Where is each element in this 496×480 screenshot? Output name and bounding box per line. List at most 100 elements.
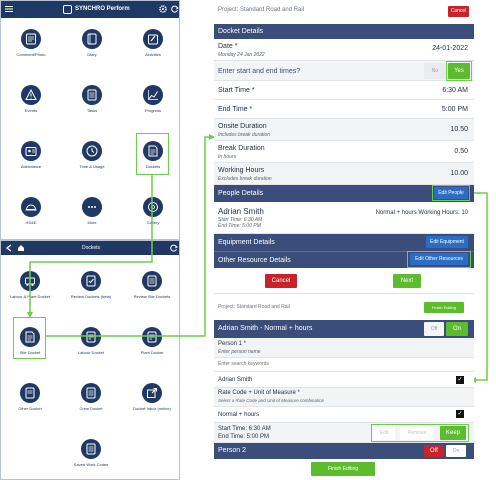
rate-option-label: Normal + hours (218, 412, 260, 418)
tile-hardhat[interactable]: HS&E (6, 197, 56, 231)
search-row[interactable] (214, 358, 474, 372)
tile-warning[interactable]: Events (6, 85, 56, 119)
labour-icon (81, 327, 101, 347)
working-sub: Excludes break duration (218, 176, 272, 182)
inbox-icon (142, 383, 162, 403)
menu-icon[interactable] (5, 5, 13, 13)
enter-times-row: Enter start and end times? (214, 61, 474, 81)
tile-label: Attendance (20, 164, 42, 169)
people-details-header: People Details (214, 185, 474, 202)
docket-details-header: Docket Details (214, 24, 474, 39)
tile-review-site[interactable]: Review Site Dockets (127, 271, 177, 305)
edit-remove-keep-highlight (371, 424, 469, 442)
dockets-topbar: Dockets (1, 241, 179, 255)
date-sub: Monday 24 Jan 2022 (218, 52, 265, 58)
tile-labour[interactable]: Labour Docket (66, 327, 116, 361)
perform-topbar: SYNCHRO Perform (1, 1, 179, 18)
dockets-highlight (136, 133, 169, 175)
home-icon[interactable] (17, 244, 25, 252)
tile-inbox[interactable]: Docket Inbox (online) (127, 383, 177, 417)
finish-editing-button[interactable]: Finish Editing (311, 462, 375, 476)
end-time-row[interactable]: End Time * 5:00 PM (214, 100, 474, 119)
clock-icon (82, 141, 102, 161)
docket-details-title: Docket Details (218, 28, 264, 35)
tile-site-docket[interactable]: Site Docket (5, 327, 55, 361)
person-on-toggle[interactable]: On (446, 322, 468, 336)
person-summary-row[interactable]: Adrian Smith Start Time: 6:30 AM End Tim… (214, 202, 474, 234)
plant-icon (142, 327, 162, 347)
tile-work-codes[interactable]: Saved Work Codes (66, 439, 116, 473)
edit-people-button[interactable]: Edit People (434, 187, 468, 199)
tile-gallery[interactable]: Gallery (128, 197, 178, 231)
dockets-screen: Dockets Labour & Plant Docket Review Dock… (0, 240, 180, 480)
refresh-icon[interactable] (170, 244, 178, 252)
break-row[interactable]: Break Duration In hours 0.50 (214, 141, 474, 163)
checkbox-checked-icon[interactable]: ✓ (456, 376, 464, 384)
onsite-row: Onsite Duration Includes break duration … (214, 119, 474, 141)
person-option-row[interactable]: Adrian Smith (214, 372, 474, 388)
comment-photo-icon (21, 29, 41, 49)
tile-tasks[interactable]: Tasks (67, 85, 117, 119)
tile-comment-photo[interactable]: Comment/Photo (6, 29, 56, 63)
person-name: Adrian Smith (218, 207, 264, 216)
back-arrow-icon[interactable] (5, 244, 13, 252)
tile-label: Tasks (86, 108, 98, 113)
tile-activities[interactable]: Activities (128, 29, 178, 63)
no-toggle[interactable]: No (424, 63, 446, 79)
checkbox-checked-icon[interactable]: ✓ (456, 410, 464, 418)
start-time-label: Start Time * (218, 87, 255, 94)
cancel-button[interactable]: Cancel (448, 6, 469, 17)
next-button[interactable]: Next (393, 274, 421, 288)
enter-times-label: Enter start and end times? (218, 68, 301, 75)
person2-off-toggle[interactable]: Off (424, 445, 444, 457)
onsite-sub: Includes break duration (218, 132, 270, 138)
tile-attendance[interactable]: Attendance (6, 141, 56, 175)
tile-clock[interactable]: Time & Usage (67, 141, 117, 175)
break-value: 0.50 (454, 148, 468, 155)
time-line1: Start Time: 6:30 AM (218, 426, 271, 432)
warning-icon (21, 85, 41, 105)
search-input[interactable] (218, 361, 458, 367)
rate-option-row[interactable]: Normal + hours (214, 407, 474, 423)
onsite-value: 10.50 (450, 126, 468, 133)
tile-diary[interactable]: Diary (67, 29, 117, 63)
start-time-row[interactable]: Start Time * 6:30 AM (214, 81, 474, 100)
cancel2-button[interactable]: Cancel (265, 274, 297, 288)
edit-other-resources-button[interactable]: Edit Other Resources (410, 253, 468, 265)
edit-button[interactable]: Edit (373, 426, 395, 440)
tile-label: Time & Usage (79, 164, 105, 169)
finish-editing-small-button[interactable]: Finish Editing (424, 302, 464, 313)
end-time-label: End Time * (218, 106, 253, 113)
gallery-icon (143, 197, 163, 217)
project-label: Project: Standard Road and Rail (218, 7, 305, 13)
onsite-label: Onsite Duration (218, 123, 267, 130)
break-sub: In hours (218, 154, 237, 160)
review-site-icon (142, 271, 162, 291)
person2-on-toggle[interactable]: On (446, 445, 466, 457)
keep-button[interactable]: Keep (440, 426, 466, 440)
person-edit-header: Adrian Smith - Normal + hours (214, 320, 474, 338)
gear-icon[interactable] (159, 5, 167, 13)
tile-label: Review Dockets (beta) (70, 294, 112, 299)
person-off-toggle[interactable]: Off (424, 322, 444, 336)
tile-review[interactable]: Review Dockets (beta) (66, 271, 116, 305)
site-docket-icon (20, 327, 40, 347)
tile-more[interactable]: More (67, 197, 117, 231)
tile-plant[interactable]: Plant Docket (127, 327, 177, 361)
tile-label: Activities (145, 52, 161, 57)
tile-other-docket[interactable]: Other Docket (5, 383, 55, 417)
person-end: End Time: 5:00 PM (218, 223, 261, 229)
refresh-icon[interactable] (171, 5, 179, 13)
tile-label: Gallery (146, 220, 160, 225)
date-row[interactable]: Date * Monday 24 Jan 2022 24-01-2022 (214, 39, 474, 61)
tile-labour-plant[interactable]: Labour & Plant Docket (5, 271, 55, 305)
remove-button[interactable]: Remove (400, 426, 434, 440)
perform-home-screen: SYNCHRO Perform Comment/Photo Diary Activi… (0, 0, 180, 240)
person2-title: Person 2 (218, 447, 247, 454)
date-value: 24-01-2022 (432, 45, 468, 52)
tile-crew-docket[interactable]: Crew Docket (66, 383, 116, 417)
edit-equipment-button[interactable]: Edit Equipment (426, 236, 468, 248)
yes-toggle[interactable]: Yes (448, 63, 470, 79)
tile-progress[interactable]: Progress (128, 85, 178, 119)
labour-plant-icon (20, 271, 40, 291)
